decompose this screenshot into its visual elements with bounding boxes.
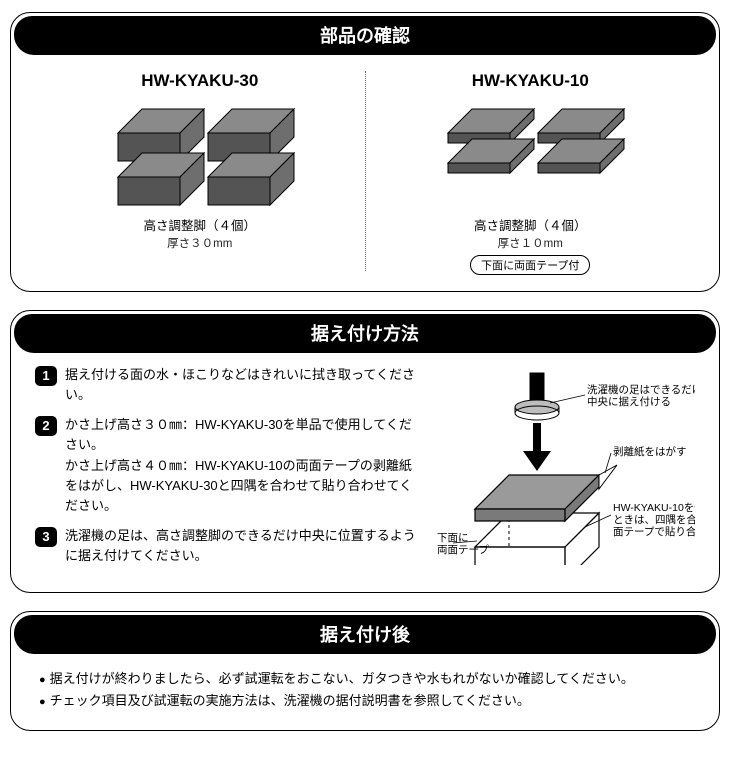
parts-check-body: HW-KYAKU-30 高さ調整脚（４個） 厚さ３０mm HW-KYAKU-10… [11,55,719,291]
step-text: 据え付ける面の水・ほこりなどはきれいに拭き取ってください。 [65,365,417,405]
parts-left-column: HW-KYAKU-30 高さ調整脚（４個） 厚さ３０mm [35,67,365,275]
step-number-badge: 3 [35,527,57,547]
svg-text:HW-KYAKU-10を使用する: HW-KYAKU-10を使用する [613,501,695,514]
svg-text:下面に: 下面に [437,532,469,544]
after-install-body: 据え付けが終わりましたら、必ず試運転をおこない、ガタつきや水もれがないか確認して… [11,654,719,730]
model-label-left: HW-KYAKU-30 [45,71,355,91]
install-step: 2 かさ上げ高さ３０㎜：HW-KYAKU-30を単品で使用してください。かさ上げ高… [35,415,417,516]
install-step: 1 据え付ける面の水・ほこりなどはきれいに拭き取ってください。 [35,365,417,405]
subcaption-left: 厚さ３０mm [45,235,355,251]
caption-left: 高さ調整脚（４個） [45,215,355,234]
svg-text:剥離紙をはがす: 剥離紙をはがす [613,445,687,458]
install-diagram-wrap: 洗濯機の足はできるだけ中央に据え付ける剥離紙をはがす HW-KYAKU-10を使用… [435,365,695,576]
tape-note-pill: 下面に両面テープ付 [470,255,590,275]
step-number-badge: 2 [35,416,57,436]
step-number-badge: 1 [35,366,57,386]
step-text: かさ上げ高さ３０㎜：HW-KYAKU-30を単品で使用してください。かさ上げ高さ… [65,415,417,516]
model-label-right: HW-KYAKU-10 [376,71,686,91]
caption-right: 高さ調整脚（４個） [376,215,686,234]
subcaption-right: 厚さ１０mm [376,235,686,251]
install-steps-list: 1 据え付ける面の水・ほこりなどはきれいに拭き取ってください。 2 かさ上げ高さ３０㎜… [35,365,417,576]
install-diagram: 洗濯機の足はできるだけ中央に据え付ける剥離紙をはがす HW-KYAKU-10を使用… [435,365,695,565]
svg-text:洗濯機の足はできるだけ: 洗濯機の足はできるだけ [587,383,695,396]
install-method-header: 据え付け方法 [14,314,716,353]
blocks-diagram-10mm [430,99,630,209]
blocks-diagram-30mm [100,99,300,209]
parts-right-column: HW-KYAKU-10 高さ調整脚（４個） 厚さ１０mm 下面に両面テープ付 [366,67,696,275]
after-install-bullets: 据え付けが終わりましたら、必ず試運転をおこない、ガタつきや水もれがないか確認して… [35,666,695,714]
after-install-panel: 据え付け後 据え付けが終わりましたら、必ず試運転をおこない、ガタつきや水もれがな… [10,611,720,731]
parts-check-panel: 部品の確認 HW-KYAKU-30 高さ調整脚（４個） 厚さ３０mm HW-KY… [10,12,720,292]
install-step: 3 洗濯機の足は、高さ調整脚のできるだけ中央に位置するように据え付けてください。 [35,526,417,566]
svg-text:両面テープ: 両面テープ [437,544,489,556]
svg-text:ときは、四隅を合わせて両: ときは、四隅を合わせて両 [613,513,695,526]
svg-text:中央に据え付ける: 中央に据え付ける [587,395,671,408]
parts-check-header: 部品の確認 [14,16,716,55]
svg-text:面テープで貼り合わせる: 面テープで貼り合わせる [613,525,695,538]
after-install-bullet: 据え付けが終わりましたら、必ず試運転をおこない、ガタつきや水もれがないか確認して… [39,668,691,690]
step-text: 洗濯機の足は、高さ調整脚のできるだけ中央に位置するように据え付けてください。 [65,526,417,566]
after-install-header: 据え付け後 [14,615,716,654]
after-install-bullet: チェック項目及び試運転の実施方法は、洗濯機の据付説明書を参照してください。 [39,690,691,712]
install-method-panel: 据え付け方法 1 据え付ける面の水・ほこりなどはきれいに拭き取ってください。 2 かさ… [10,310,720,593]
install-method-body: 1 据え付ける面の水・ほこりなどはきれいに拭き取ってください。 2 かさ上げ高さ３０㎜… [11,353,719,592]
